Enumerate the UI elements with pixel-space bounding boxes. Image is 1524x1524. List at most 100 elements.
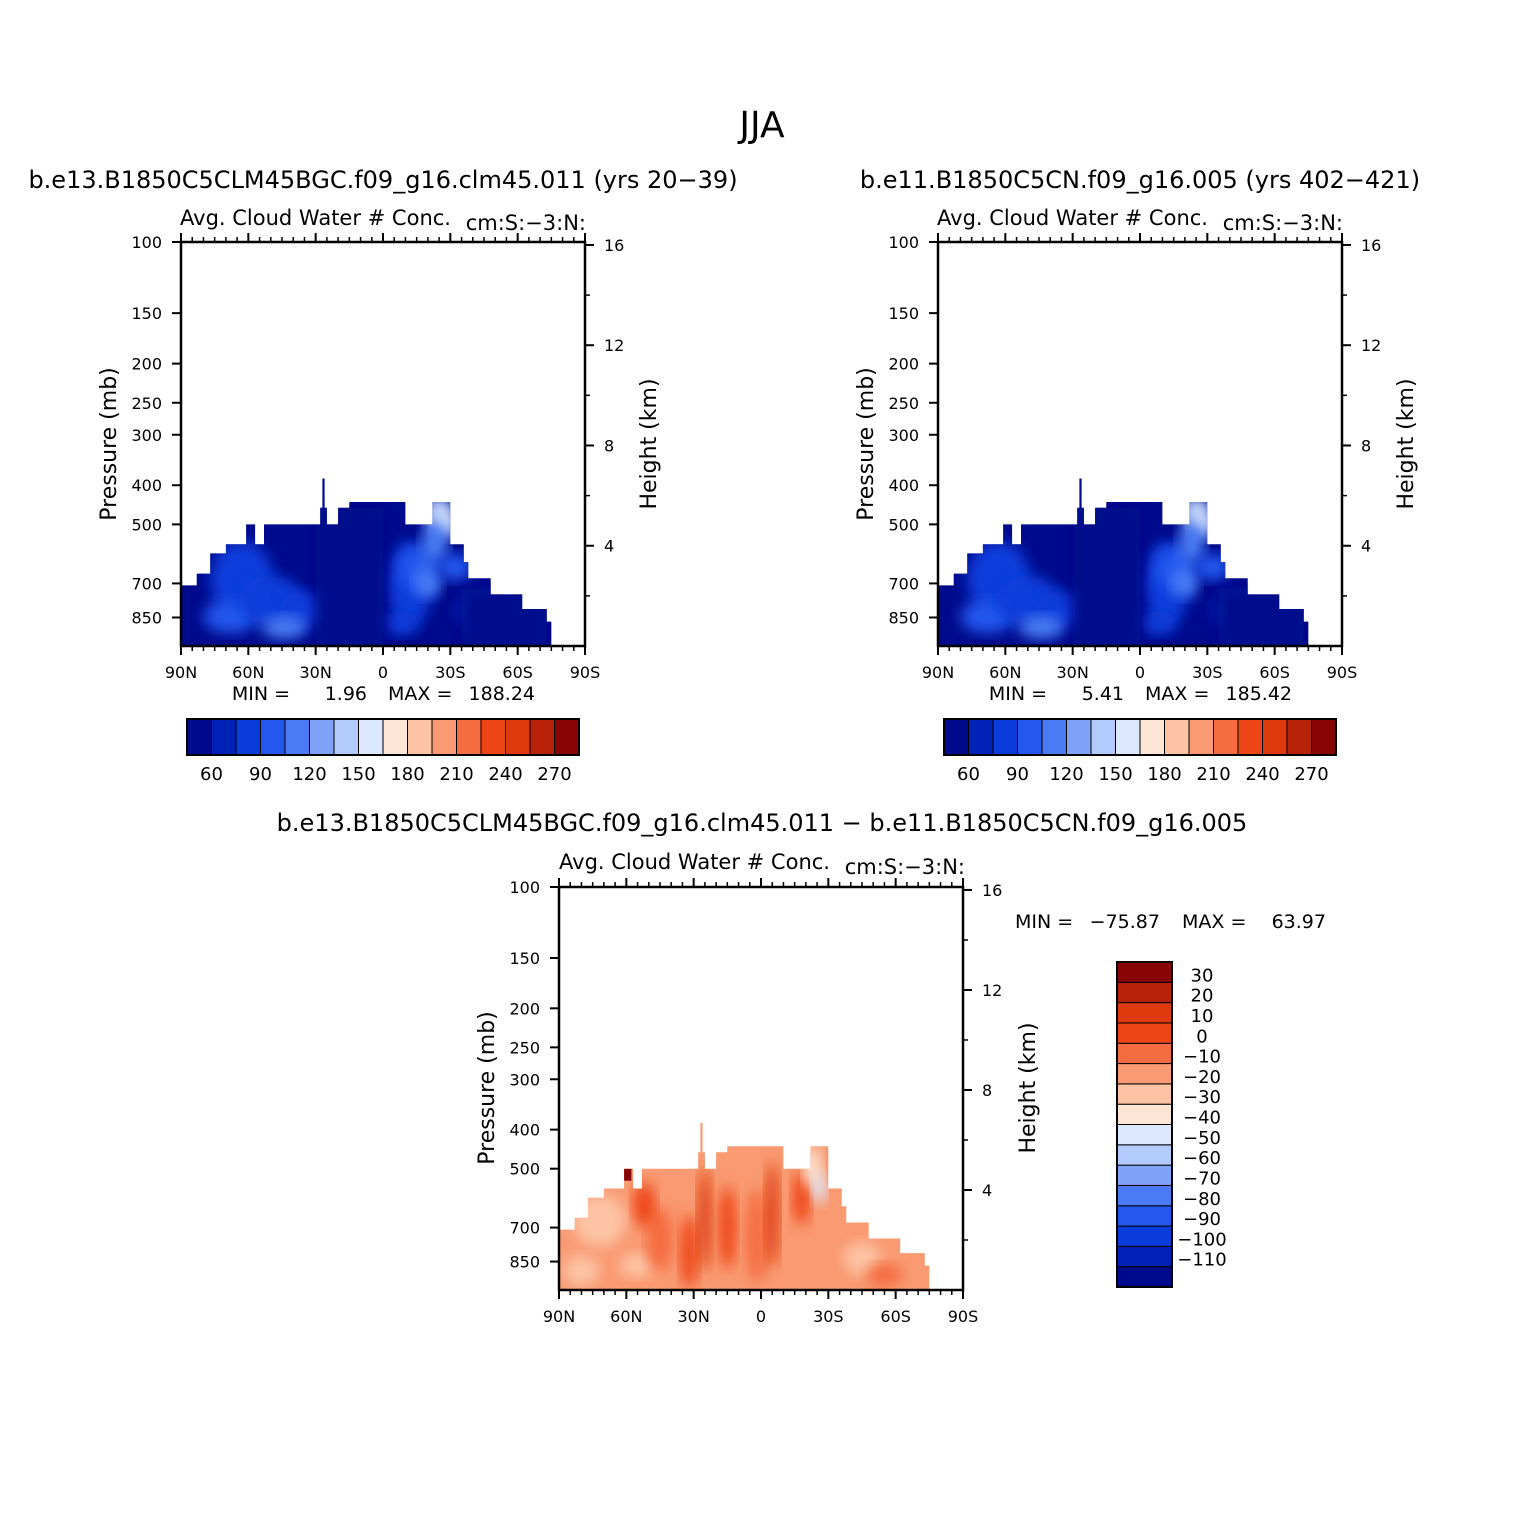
- colorbar-swatch: [235, 718, 261, 756]
- max-value: 63.97: [1272, 911, 1326, 933]
- colorbar-swatch: [186, 718, 212, 756]
- contour-patch: [261, 615, 307, 639]
- max-label: MAX =: [1145, 683, 1209, 705]
- figure-title: JJA: [737, 105, 785, 146]
- y-tick-label: 200: [509, 999, 540, 1018]
- y-tick-label: 250: [509, 1038, 540, 1057]
- colorbar-swatch: [1116, 1063, 1173, 1085]
- right-tick-label: 16: [1361, 236, 1381, 255]
- contour-patch: [1193, 553, 1230, 581]
- x-tick-label: 90N: [922, 663, 954, 682]
- panel-subtitle: Avg. Cloud Water # Conc.: [937, 206, 1208, 230]
- right-axis-label: Height (km): [1016, 1022, 1041, 1153]
- contour-patch: [1072, 507, 1140, 646]
- panel-subtitle: Avg. Cloud Water # Conc.: [180, 206, 451, 230]
- colorbar-swatch: [1286, 718, 1312, 756]
- contour-patch: [1140, 611, 1176, 636]
- contour-patch: [1171, 567, 1199, 598]
- x-tick-label: 30S: [813, 1307, 844, 1326]
- colorbar-label: −100: [1177, 1229, 1226, 1250]
- min-label: MIN =: [232, 683, 290, 705]
- colorbar-label: 270: [1294, 764, 1328, 785]
- x-tick-label: 60S: [502, 663, 533, 682]
- right-tick-label: 4: [1361, 537, 1371, 556]
- y-tick-label: 500: [509, 1160, 540, 1179]
- units-label: cm:S:−3:N:: [1223, 211, 1343, 235]
- y-tick-label: 250: [131, 394, 162, 413]
- y-tick-label: 150: [888, 304, 919, 323]
- max-value: 185.42: [1226, 683, 1292, 705]
- colorbar-swatch: [1116, 981, 1173, 1004]
- colorbar-swatch: [382, 718, 408, 756]
- colorbar-label: 90: [249, 764, 272, 785]
- y-tick-label: 700: [509, 1219, 540, 1238]
- colorbar-label: −30: [1183, 1087, 1221, 1108]
- contour-patch: [461, 588, 547, 646]
- right-tick-label: 4: [982, 1181, 992, 1200]
- x-tick-label: 0: [378, 663, 388, 682]
- units-label: cm:S:−3:N:: [845, 855, 965, 879]
- contour-patch: [414, 567, 442, 598]
- colorbar-swatch: [480, 718, 506, 756]
- colorbar-swatch: [943, 718, 969, 756]
- contour-patch: [698, 1168, 712, 1272]
- min-label: MIN =: [1015, 911, 1073, 933]
- contour-patch: [718, 1185, 737, 1270]
- panel-title: b.e13.B1850C5CLM45BGC.f09_g16.clm45.011 …: [28, 166, 737, 194]
- panel-top-right: b.e11.B1850C5CN.f09_g16.005 (yrs 402−421…: [854, 166, 1420, 785]
- colorbar-swatch: [1116, 1266, 1173, 1288]
- colorbar-swatch: [358, 718, 384, 756]
- colorbar-label: 30: [1191, 965, 1214, 986]
- colorbar-label: −10: [1183, 1047, 1221, 1068]
- contour-patch: [572, 1194, 627, 1247]
- right-tick-label: 12: [1361, 336, 1381, 355]
- colorbar-swatch: [1066, 718, 1092, 756]
- colorbar-label: 10: [1191, 1006, 1214, 1027]
- colorbar-swatch: [1116, 1042, 1173, 1065]
- data-field: [181, 478, 552, 646]
- panel-title: b.e11.B1850C5CN.f09_g16.005 (yrs 402−421…: [860, 166, 1420, 194]
- y-axis-label: Pressure (mb): [854, 367, 879, 521]
- y-tick-label: 150: [131, 304, 162, 323]
- x-tick-label: 90S: [948, 1307, 979, 1326]
- contour-patch: [844, 1241, 880, 1276]
- panel-title: b.e13.B1850C5CLM45BGC.f09_g16.clm45.011 …: [277, 809, 1248, 837]
- x-tick-label: 0: [1135, 663, 1145, 682]
- y-tick-label: 300: [888, 426, 919, 445]
- y-axis-label: Pressure (mb): [475, 1011, 500, 1165]
- x-tick-label: 60N: [610, 1307, 642, 1326]
- colorbar-swatch: [1116, 1002, 1173, 1024]
- colorbar-swatch: [1116, 1022, 1173, 1044]
- colorbar-swatch: [1116, 1144, 1173, 1166]
- colorbar-swatch: [1188, 718, 1214, 756]
- right-tick-label: 12: [982, 981, 1002, 1000]
- x-tick-label: 30N: [300, 663, 332, 682]
- colorbar-swatch: [1115, 718, 1141, 756]
- panel-difference: b.e13.B1850C5CLM45BGC.f09_g16.clm45.011 …: [277, 809, 1326, 1326]
- contour-patch: [436, 553, 473, 581]
- max-value: 188.24: [469, 683, 535, 705]
- colorbar-swatch: [1116, 1245, 1173, 1268]
- colorbar-swatch: [456, 718, 482, 756]
- x-tick-label: 90N: [543, 1307, 575, 1326]
- colorbar-swatch: [407, 718, 433, 756]
- contour-patch: [745, 1188, 768, 1283]
- colorbar-swatch: [1116, 1103, 1173, 1125]
- colorbar-label: 20: [1191, 986, 1214, 1007]
- x-tick-label: 60N: [232, 663, 264, 682]
- y-tick-label: 400: [888, 476, 919, 495]
- contour-patch: [315, 507, 383, 646]
- colorbar-label: 120: [1049, 764, 1083, 785]
- colorbar-label: −110: [1177, 1250, 1226, 1271]
- x-tick-label: 90N: [165, 663, 197, 682]
- x-tick-label: 0: [756, 1307, 766, 1326]
- colorbar-label: −50: [1183, 1128, 1221, 1149]
- y-tick-label: 250: [888, 394, 919, 413]
- right-axis-label: Height (km): [637, 378, 662, 509]
- colorbar-swatch: [1213, 718, 1239, 756]
- y-tick-label: 850: [131, 608, 162, 627]
- colorbar-swatch: [1116, 961, 1173, 983]
- colorbar-swatch: [1017, 718, 1043, 756]
- x-tick-label: 60S: [880, 1307, 911, 1326]
